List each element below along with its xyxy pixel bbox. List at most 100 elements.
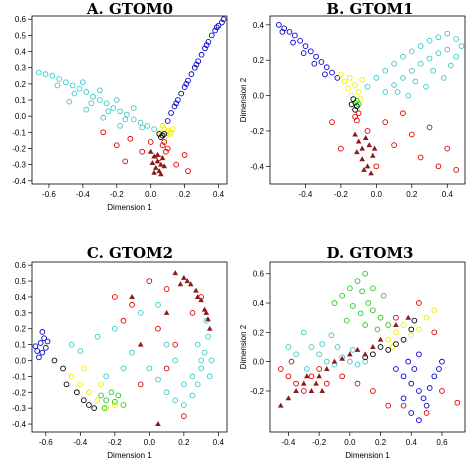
data-point-triangle: [319, 387, 326, 393]
data-point-circle: [51, 357, 58, 364]
data-point-circle: [155, 376, 161, 383]
data-point-circle: [339, 373, 346, 380]
data-point-circle: [416, 326, 422, 333]
data-point-circle: [426, 37, 433, 44]
x-tick-label: -0.2: [108, 438, 122, 447]
y-tick-label: 0.0: [15, 357, 27, 366]
data-point-circle: [458, 43, 465, 49]
data-point-circle: [111, 325, 118, 332]
data-point-triangle: [187, 281, 194, 287]
data-point-triangle: [347, 351, 353, 357]
data-point-circle: [120, 402, 127, 408]
data-point-circle: [100, 114, 107, 121]
data-point-circle: [352, 82, 358, 88]
data-point-triangle: [361, 166, 367, 172]
y-tick-label: 0.2: [253, 56, 265, 65]
data-point-circle: [329, 119, 335, 125]
data-point-triangle: [359, 145, 365, 151]
data-point-circle: [90, 93, 96, 100]
data-point-circle: [69, 82, 76, 89]
data-point-circle: [68, 373, 75, 380]
plot-frame: [269, 15, 466, 185]
x-tick-label: -0.4: [73, 438, 87, 447]
y-tick-label: -0.2: [250, 127, 264, 136]
panel-title: D. GTOM3: [327, 244, 414, 262]
panel-4: D. GTOM3 -0.4 -0.2 0.0 0.2 0.4 0.6 -0.2 0.0 0.2 0.…: [239, 244, 466, 460]
data-point-circle: [203, 42, 210, 48]
data-point-circle: [71, 90, 78, 97]
data-point-circle: [80, 397, 87, 404]
data-point-triangle: [172, 270, 179, 276]
data-point-triangle: [352, 131, 358, 137]
data-point-circle: [201, 349, 208, 356]
data-point-circle: [400, 53, 406, 60]
y-tick-label: -0.4: [12, 420, 26, 429]
data-point-circle: [139, 148, 146, 155]
data-point-circle: [161, 131, 168, 137]
data-point-circle: [411, 317, 418, 324]
data-point-circle: [365, 300, 372, 306]
data-point-circle: [189, 373, 196, 380]
data-point-circle: [352, 106, 358, 113]
y-tick-label: -0.2: [250, 387, 264, 396]
data-point-triangle: [405, 314, 411, 320]
data-point-triangle: [370, 152, 376, 158]
data-point-triangle: [163, 309, 170, 315]
y-tick-label: 0.5: [15, 277, 27, 286]
data-point-circle: [91, 405, 97, 412]
data-point-circle: [63, 79, 69, 86]
data-point-circle: [181, 402, 187, 408]
data-point-triangle: [368, 170, 374, 176]
data-point-circle: [359, 76, 366, 83]
data-point-circle: [343, 317, 350, 324]
data-point-circle: [439, 388, 445, 394]
data-point-triangle: [393, 322, 399, 328]
data-point-circle: [308, 344, 315, 350]
data-point-circle: [355, 110, 362, 117]
data-point-circle: [193, 61, 200, 68]
data-point-circle: [417, 60, 424, 67]
x-tick-label: -0.2: [312, 438, 326, 447]
data-point-circle: [293, 380, 299, 387]
data-point-circle: [334, 75, 341, 81]
data-point-circle: [400, 373, 407, 380]
data-point-circle: [338, 145, 344, 152]
data-point-circle: [394, 89, 401, 95]
data-point-circle: [440, 75, 447, 81]
data-point-triangle: [129, 293, 135, 299]
x-tick-label: 0.2: [178, 438, 190, 447]
x-tick-label: -0.6: [42, 190, 56, 199]
data-point-circle: [202, 45, 208, 52]
data-point-circle: [163, 148, 169, 155]
data-point-circle: [293, 351, 299, 358]
data-point-triangle: [205, 316, 211, 322]
data-point-circle: [355, 89, 362, 95]
data-point-circle: [206, 373, 213, 380]
data-point-circle: [208, 357, 215, 364]
data-point-circle: [444, 145, 451, 152]
data-point-circle: [382, 119, 389, 125]
data-point-circle: [357, 310, 364, 317]
data-point-circle: [417, 43, 424, 49]
data-point-circle: [74, 389, 80, 396]
plot-frame: [31, 261, 228, 433]
data-point-triangle: [151, 169, 157, 175]
data-point-triangle: [339, 355, 345, 361]
data-point-circle: [66, 98, 73, 105]
data-point-circle: [117, 122, 124, 129]
data-point-circle: [100, 129, 107, 136]
data-point-circle: [311, 60, 318, 67]
data-point-triangle: [152, 164, 159, 170]
data-point-circle: [408, 380, 415, 387]
data-point-circle: [323, 64, 330, 71]
data-point-circle: [431, 329, 438, 336]
data-point-circle: [350, 347, 356, 353]
x-tick-label: 0.4: [213, 190, 225, 199]
panel-3: C. GTOM2 -0.6 -0.4 -0.2 0.0 0.2 0.4 -0.4 -0.3 -0.…: [12, 244, 228, 460]
y-tick-label: -0.1: [12, 372, 26, 381]
x-tick-label: 0.6: [436, 438, 448, 447]
data-point-circle: [370, 307, 376, 314]
data-point-triangle: [316, 373, 322, 379]
data-point-circle: [297, 37, 303, 44]
data-point-circle: [144, 122, 151, 129]
